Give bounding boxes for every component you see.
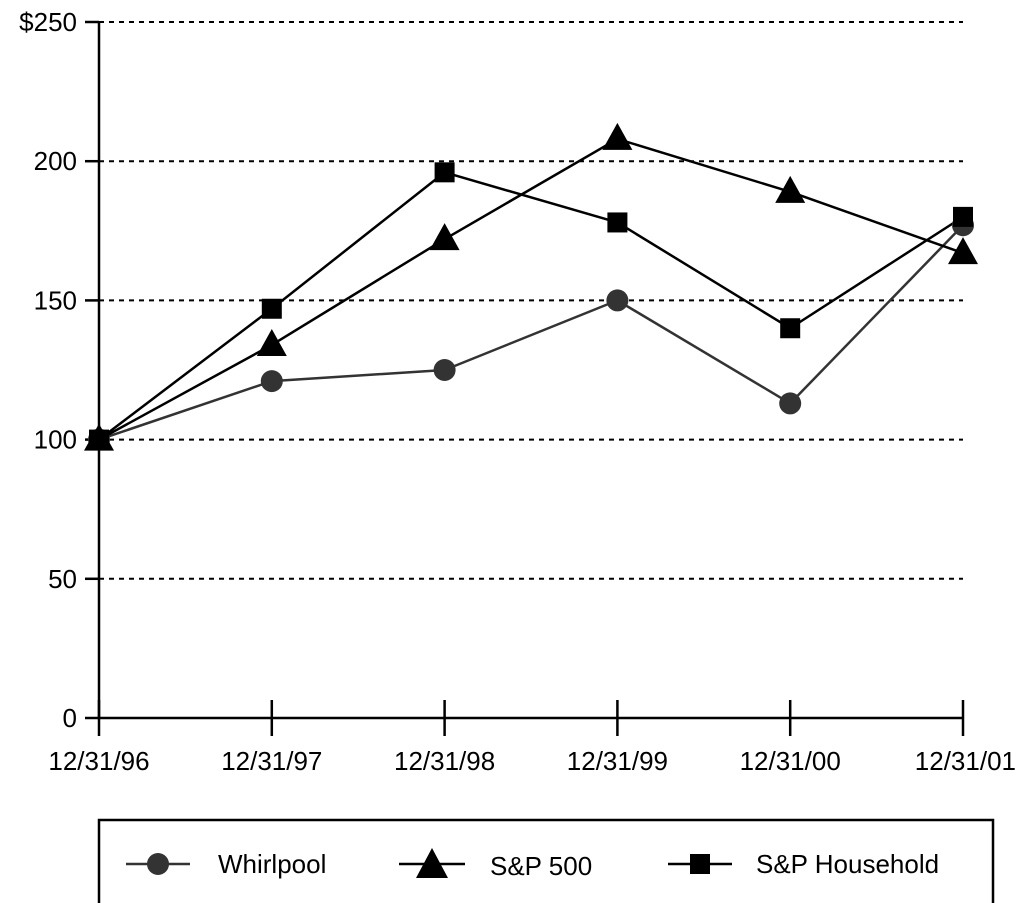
data-point-square — [953, 206, 973, 227]
data-point-square — [261, 298, 282, 319]
gridlines — [99, 21, 963, 580]
data-point-triangle — [775, 175, 806, 203]
legend-box — [97, 818, 995, 903]
legend-item-sp-household: S&P Household — [668, 849, 939, 879]
data-point-circle — [433, 359, 456, 381]
y-tick-label: 50 — [48, 564, 77, 594]
data-point-circle — [779, 392, 802, 415]
legend-label-sp-household: S&P Household — [756, 849, 939, 879]
legend-triangle-marker-icon — [416, 848, 448, 878]
x-tick-label: 12/31/01 — [915, 746, 1016, 776]
x-tick-label: 12/31/97 — [221, 746, 322, 776]
y-tick-label: $250 — [19, 7, 77, 37]
axes — [97, 22, 963, 720]
legend-item-sp500: S&P 500 — [399, 848, 592, 881]
data-point-square — [434, 162, 455, 183]
data-point-triangle — [256, 328, 287, 356]
data-point-square — [780, 318, 801, 339]
x-tick-label: 12/31/99 — [567, 746, 668, 776]
legend-circle-marker-icon — [147, 853, 169, 875]
series-line-1 — [98, 137, 964, 441]
x-tick-label: 12/31/96 — [48, 746, 149, 776]
y-tick-label: 100 — [34, 425, 77, 455]
y-tick-label: 150 — [34, 285, 77, 315]
data-point-circle — [606, 289, 629, 312]
y-tick-label: 200 — [34, 146, 77, 176]
series-group — [84, 122, 978, 451]
series-line-2 — [98, 171, 964, 441]
x-tick-label: 12/31/00 — [740, 746, 841, 776]
legend: Whirlpool S&P 500 S&P Household — [97, 818, 995, 903]
legend-label-whirlpool: Whirlpool — [218, 849, 326, 879]
legend-square-marker-icon — [690, 854, 710, 874]
data-point-square — [607, 212, 628, 233]
y-tick-label: 0 — [63, 703, 77, 733]
series-line-0 — [98, 224, 964, 441]
data-point-square — [89, 429, 109, 450]
y-ticks: 0 50 100 150 200 $250 — [19, 7, 99, 733]
x-tick-label: 12/31/98 — [394, 746, 495, 776]
data-point-triangle — [948, 237, 978, 265]
legend-item-whirlpool: Whirlpool — [126, 849, 326, 879]
data-point-circle — [260, 370, 283, 393]
legend-label-sp500: S&P 500 — [490, 851, 592, 881]
x-ticks: 12/31/96 12/31/97 12/31/98 12/31/99 12/31/00… — [48, 700, 1016, 776]
data-point-triangle — [429, 223, 460, 251]
data-point-triangle — [602, 122, 633, 150]
